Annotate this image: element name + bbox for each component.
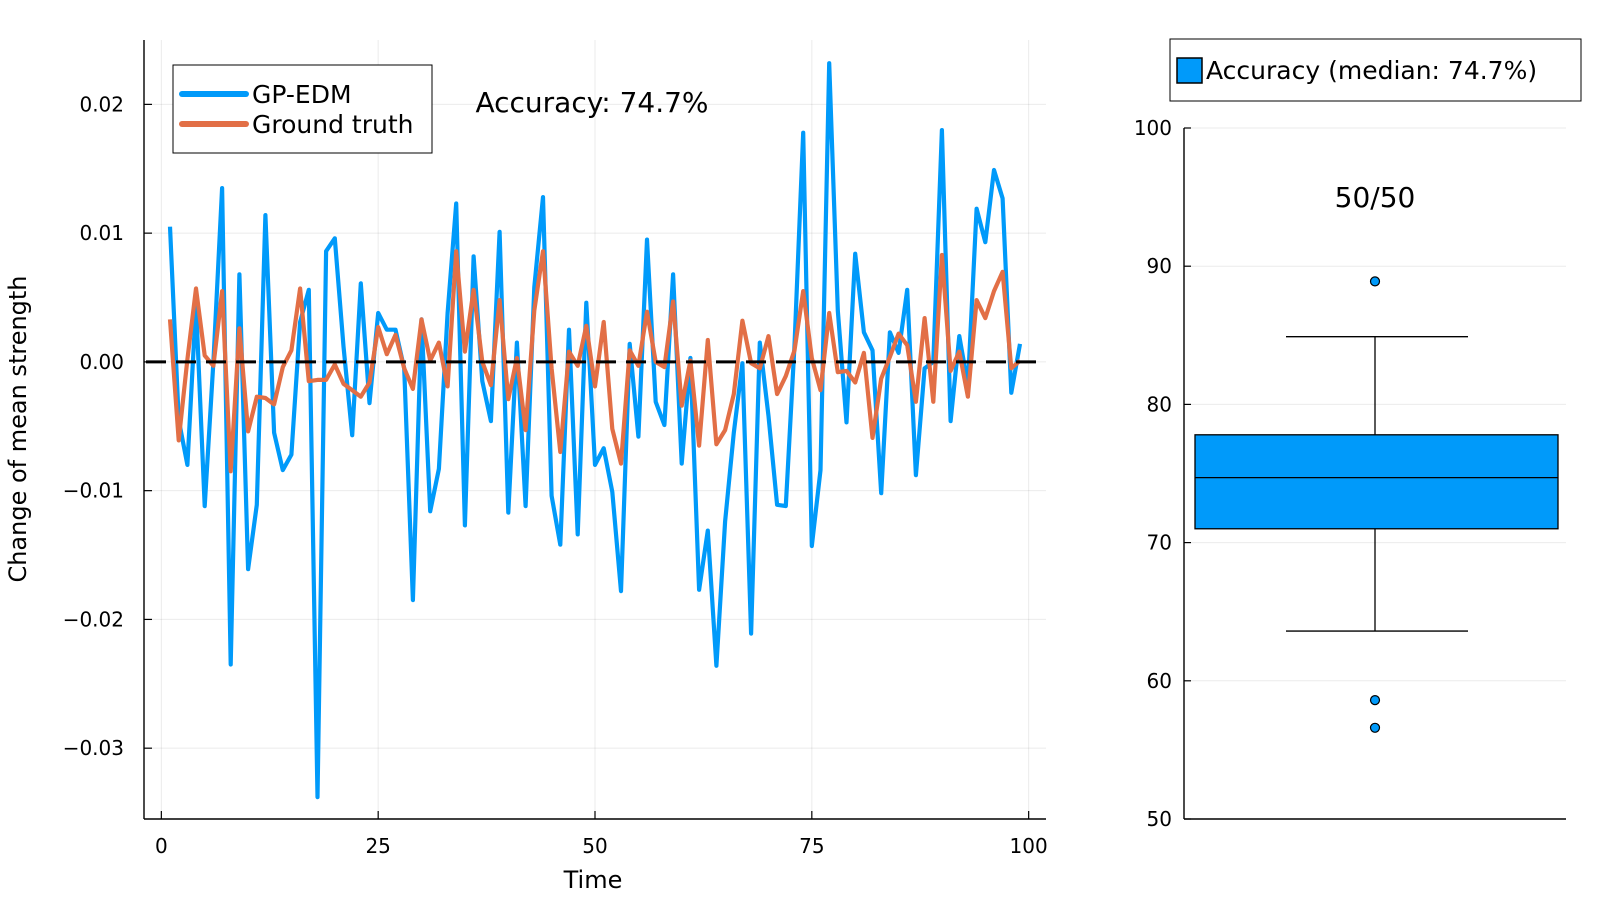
line-chart-legend: GP-EDM Ground truth <box>172 64 433 154</box>
box-plot <box>1194 276 1559 733</box>
legend-label-accuracy: Accuracy (median: 74.7%) <box>1206 56 1537 85</box>
y-tick-label: −0.01 <box>63 479 124 503</box>
x-tick-label: 50 <box>582 834 607 858</box>
legend-frame <box>172 64 433 154</box>
y-tick-label: 50 <box>1147 807 1172 831</box>
box-chart-y-ticks: 50 60 70 80 90 100 <box>1134 116 1191 831</box>
legend-swatch-accuracy <box>1176 57 1203 84</box>
x-axis-title: Time <box>563 866 623 894</box>
line-chart-y-ticks: −0.03 −0.02 −0.01 0.00 0.01 0.02 <box>63 92 152 760</box>
legend-label-gp-edm: GP-EDM <box>252 80 352 109</box>
y-tick-label: −0.02 <box>63 607 124 631</box>
y-tick-label: −0.03 <box>63 736 124 760</box>
outlier-point <box>1369 276 1381 287</box>
box-chart: 50 60 70 80 90 100 50/50 Accuracy (median: 74… <box>1134 38 1582 831</box>
y-tick-label: 100 <box>1134 116 1172 140</box>
y-tick-label: 60 <box>1147 669 1172 693</box>
y-tick-label: 70 <box>1147 531 1172 555</box>
y-tick-label: 80 <box>1147 392 1172 416</box>
series-line-gp-edm <box>167 61 1023 800</box>
box-chart-axes <box>1183 128 1566 820</box>
legend-frame <box>1169 38 1582 102</box>
y-tick-label: 0.02 <box>79 92 124 116</box>
y-axis-title: Change of mean strength <box>4 275 32 582</box>
x-tick-label: 100 <box>1010 834 1048 858</box>
legend-label-ground-truth: Ground truth <box>252 110 413 139</box>
y-tick-label: 90 <box>1147 254 1172 278</box>
outlier-point <box>1369 695 1381 706</box>
line-chart-series <box>167 61 1023 800</box>
series-line-ground-truth <box>167 249 1022 474</box>
x-tick-label: 0 <box>155 834 168 858</box>
count-annotation: 50/50 <box>1335 181 1416 214</box>
accuracy-annotation: Accuracy: 74.7% <box>475 86 708 119</box>
y-tick-label: 0.01 <box>79 221 124 245</box>
line-chart-x-ticks: 0 25 50 75 100 <box>155 811 1048 858</box>
y-tick-label: 0.00 <box>79 350 124 374</box>
box-chart-legend: Accuracy (median: 74.7%) <box>1169 38 1582 102</box>
outlier-point <box>1369 722 1381 733</box>
interquartile-box <box>1194 434 1559 530</box>
line-chart: 0 25 50 75 100 −0.03 −0.02 −0.01 0.00 0.01 0.02 T… <box>4 40 1048 894</box>
x-tick-label: 75 <box>799 834 824 858</box>
x-tick-label: 25 <box>365 834 390 858</box>
